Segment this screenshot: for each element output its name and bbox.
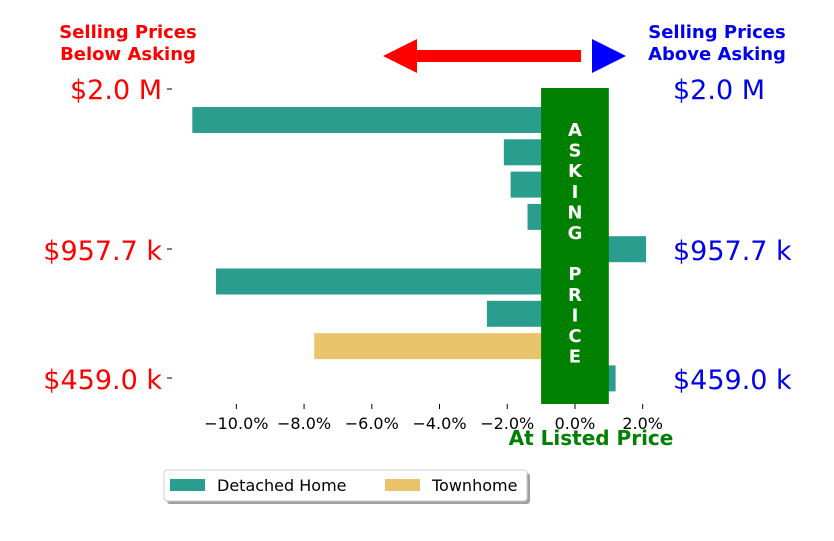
band-letter-8: R bbox=[568, 285, 582, 306]
left-price-label-bottom: $459.0 k bbox=[43, 365, 162, 396]
bar-townhome-7 bbox=[314, 333, 575, 360]
x-tick-label-1: −8.0% bbox=[277, 414, 331, 433]
x-tick-label-6: 2.0% bbox=[622, 414, 663, 433]
band-letter-9: I bbox=[572, 305, 579, 326]
right-price-label-top: $2.0 M bbox=[673, 75, 765, 106]
above-asking-arrow-icon bbox=[592, 39, 626, 73]
x-tick-label-3: −4.0% bbox=[412, 414, 466, 433]
x-tick-label-4: −2.0% bbox=[480, 414, 534, 433]
x-tick-label-2: −6.0% bbox=[345, 414, 399, 433]
below-asking-arrow-icon bbox=[383, 39, 581, 73]
legend-label-townhome: Townhome bbox=[431, 476, 517, 495]
left-heading-line-1: Selling Prices bbox=[59, 22, 196, 43]
left-price-label-top: $2.0 M bbox=[70, 75, 162, 106]
legend-swatch-detached-home bbox=[170, 479, 205, 491]
right-price-label-mid: $957.7 k bbox=[673, 236, 792, 267]
band-letter-10: C bbox=[568, 326, 581, 347]
band-letter-4: N bbox=[567, 202, 582, 223]
bar-detached-home-5 bbox=[216, 268, 575, 295]
bar-detached-home-0 bbox=[192, 107, 575, 133]
band-letter-5: G bbox=[568, 223, 583, 244]
legend-swatch-townhome bbox=[385, 479, 420, 491]
x-tick-label-0: −10.0% bbox=[204, 414, 268, 433]
legend-label-detached-home: Detached Home bbox=[217, 476, 347, 495]
right-price-label-bottom: $459.0 k bbox=[673, 365, 792, 396]
x-axis: −10.0% −8.0% −6.0% −4.0% −2.0% 0.0% 2.0% bbox=[204, 404, 663, 433]
x-tick-label-5: 0.0% bbox=[555, 414, 596, 433]
asking-price-band-rect bbox=[541, 88, 609, 404]
right-heading-line-2: Above Asking bbox=[648, 44, 786, 65]
x-axis-label: At Listed Price bbox=[509, 426, 674, 450]
band-letter-7: P bbox=[568, 264, 581, 285]
band-letter-0: A bbox=[568, 120, 582, 141]
right-heading-line-1: Selling Prices bbox=[648, 22, 785, 43]
band-letter-2: K bbox=[568, 161, 583, 182]
legend: Detached Home Townhome bbox=[163, 469, 530, 504]
left-heading-line-2: Below Asking bbox=[60, 44, 196, 65]
band-letter-1: S bbox=[568, 141, 581, 162]
band-letter-11: E bbox=[569, 347, 581, 368]
band-letter-3: I bbox=[572, 182, 579, 203]
legend-box bbox=[163, 469, 528, 502]
left-price-label-mid: $957.7 k bbox=[43, 236, 162, 267]
